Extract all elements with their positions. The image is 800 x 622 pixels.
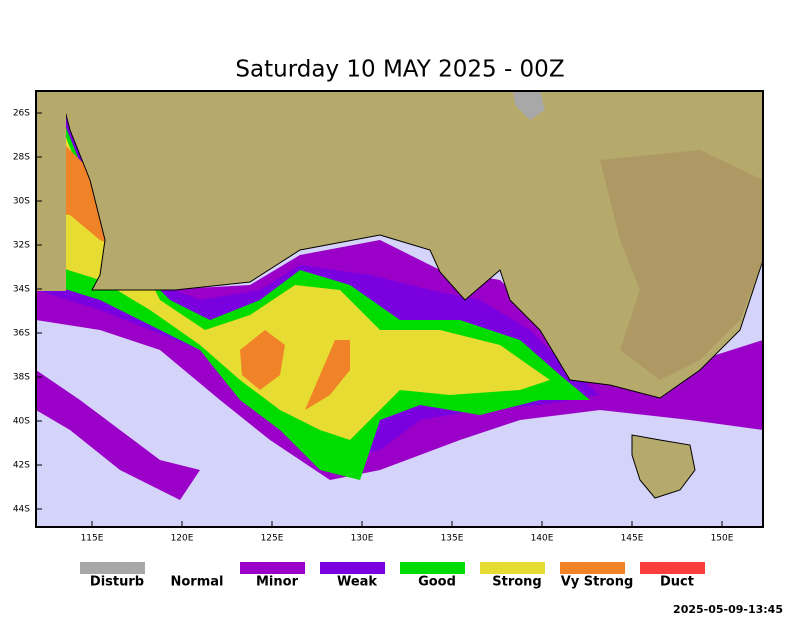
map-frame — [35, 90, 764, 528]
y-tick-label: 30S — [13, 197, 30, 207]
australia — [36, 91, 763, 399]
x-tick-label: 130E — [351, 534, 374, 544]
y-tick-label: 28S — [13, 153, 30, 163]
y-tick-label: 32S — [13, 241, 30, 251]
x-tick-label: 140E — [531, 534, 554, 544]
y-tick-label: 34S — [13, 285, 30, 295]
legend-label: Disturb — [90, 575, 144, 590]
very-strong-zone — [305, 340, 350, 410]
x-tick-label: 120E — [171, 534, 194, 544]
legend-swatch — [160, 562, 225, 574]
x-tick-label: 150E — [711, 534, 734, 544]
legend-swatch — [320, 562, 385, 574]
legend: Disturb Normal Minor Weak Good Strong Vy Stron… — [80, 562, 705, 590]
legend-label: Weak — [337, 575, 377, 590]
y-tick-label: 26S — [13, 109, 30, 119]
tasmania — [631, 434, 696, 499]
x-tick-label: 145E — [621, 534, 644, 544]
map — [36, 91, 763, 527]
x-tick-label: 135E — [441, 534, 464, 544]
legend-swatch — [480, 562, 545, 574]
y-tick-label: 42S — [13, 461, 30, 471]
legend-label: Duct — [660, 575, 694, 590]
x-tick-label: 115E — [81, 534, 104, 544]
y-tick-label: 44S — [13, 505, 30, 515]
legend-swatch — [400, 562, 465, 574]
title: Saturday 10 MAY 2025 - 00Z — [235, 57, 564, 83]
legend-swatch — [640, 562, 705, 574]
minor-zone — [36, 370, 200, 500]
legend-label: Vy Strong — [561, 575, 634, 590]
highlands — [600, 150, 763, 380]
strong-zone — [36, 110, 550, 440]
disturbed-area — [513, 91, 545, 120]
land-edge — [36, 91, 66, 291]
legend-label: Normal — [171, 575, 224, 590]
x-tick-label: 125E — [261, 534, 284, 544]
legend-swatch — [240, 562, 305, 574]
legend-swatch — [560, 562, 625, 574]
y-tick-label: 40S — [13, 417, 30, 427]
y-tick-label: 38S — [13, 373, 30, 383]
legend-label: Good — [418, 575, 456, 590]
legend-label: Strong — [492, 575, 541, 590]
very-strong-zone — [240, 330, 285, 390]
axes: 115E 120E 125E 130E 135E 140E 145E 150E 26S 28S 30… — [13, 109, 734, 544]
y-tick-label: 36S — [13, 329, 30, 339]
legend-swatch — [80, 562, 145, 574]
timestamp: 2025-05-09-13:45 — [673, 603, 783, 616]
legend-label: Minor — [256, 575, 299, 590]
